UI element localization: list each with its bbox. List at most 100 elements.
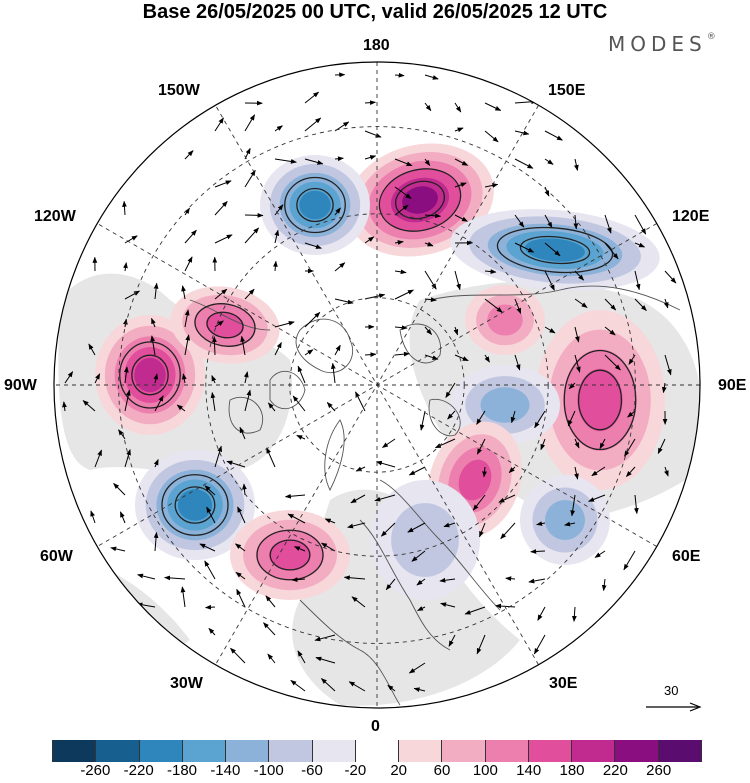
wind-arrow [634, 270, 641, 291]
wind-arrow [570, 494, 576, 517]
colorbar-swatch [658, 740, 702, 762]
wind-arrow [434, 438, 456, 449]
wind-arrow [510, 410, 516, 424]
colorbar-swatch [226, 740, 270, 762]
wind-arrow [574, 270, 585, 281]
wind-arrow [544, 214, 553, 229]
wind-arrow [419, 410, 426, 431]
wind-arrow [476, 410, 486, 425]
colorbar-swatch [399, 740, 443, 762]
meridian [215, 105, 539, 665]
wind-arrow [304, 311, 321, 328]
wind-arrow [484, 130, 499, 143]
wind-arrow [588, 494, 606, 502]
wind-arrow [533, 634, 546, 655]
wind-arrow [574, 298, 588, 308]
wind-arrow [82, 400, 96, 412]
wind-arrow [634, 214, 647, 235]
wind-arrow [181, 285, 186, 300]
colorbar-tick-label: -100 [253, 762, 284, 779]
lon-label-90e: 90E [718, 377, 747, 394]
wind-arrow [454, 127, 464, 133]
contour-positive-canada-north [194, 303, 256, 347]
wind-arrow [454, 270, 461, 291]
wind-arrow [394, 325, 408, 331]
wind-arrow [244, 227, 260, 244]
colorbar-tick-label: -140 [210, 762, 241, 779]
anomaly-positive-barents [458, 459, 492, 501]
wind-arrow [380, 522, 396, 537]
wind-arrow [484, 102, 502, 111]
colorbar-swatch [312, 740, 356, 762]
lon-label-180: 180 [363, 37, 390, 54]
colorbar-swatch [269, 740, 313, 762]
contour-positive-north-pacific [394, 180, 446, 220]
wind-arrow [364, 236, 375, 244]
wind-arrow [110, 546, 126, 552]
wind-arrow [274, 320, 295, 328]
wind-arrow [265, 595, 276, 608]
wind-arrow [633, 494, 639, 515]
wind-arrow [214, 445, 223, 468]
wind-arrow [454, 102, 462, 113]
wind-arrow [355, 466, 366, 472]
brand-logo: MODES® [608, 32, 716, 56]
wind-arrow [236, 588, 246, 608]
wind-arrow [573, 158, 579, 171]
wind-arrow [206, 506, 216, 524]
wind-arrow [514, 130, 530, 136]
wind-arrow [184, 207, 190, 216]
wind-arrow [297, 650, 306, 664]
wind-arrow [424, 297, 437, 303]
wind-arrow [408, 466, 426, 476]
wind-arrow [266, 447, 276, 468]
anomaly-negative-labrador-sea [177, 489, 213, 521]
anomaly-negative-east-siberia [525, 238, 585, 262]
wind-arrow [296, 434, 306, 440]
wind-arrow [153, 282, 159, 300]
wind-arrow [274, 204, 284, 216]
wind-arrow [334, 262, 346, 272]
colorbar-tick-label: -260 [80, 762, 111, 779]
wind-arrow [537, 606, 546, 621]
colorbar-swatch [615, 740, 659, 762]
colorbar-swatch [572, 740, 616, 762]
wind-arrow [454, 158, 469, 166]
wind-arrow [544, 158, 554, 165]
wind-arrow [274, 341, 282, 356]
wind-arrow [199, 543, 216, 552]
wind-arrow [314, 634, 336, 642]
contour-negative-beaufort [296, 187, 334, 223]
contour-positive-north-atlantic [256, 529, 324, 581]
wind-arrow [407, 522, 426, 533]
wind-arrow [351, 596, 366, 608]
wind-arrow [123, 366, 129, 384]
colorbar-swatch [52, 740, 97, 762]
contour-negative-labrador-sea [161, 474, 229, 536]
colorbar-tick-label: 140 [516, 762, 542, 779]
wind-arrow [273, 260, 278, 272]
wind-arrow [424, 241, 434, 247]
reference-vector-label: 30 [664, 683, 679, 698]
wind-arrow [514, 242, 535, 253]
lon-label-120e: 120E [672, 208, 710, 225]
wind-arrow [484, 183, 499, 188]
wind-arrow [536, 521, 546, 526]
colorbar-tick-label: 60 [433, 762, 451, 779]
wind-arrow [237, 506, 246, 524]
wind-arrow [544, 242, 561, 257]
wind-arrow [382, 438, 396, 448]
wind-arrow [530, 549, 546, 554]
wind-arrow [210, 392, 216, 412]
wind-arrow [424, 74, 439, 80]
anomaly-positive-central-asia [577, 368, 623, 432]
wind-arrow [291, 577, 306, 583]
wind-arrow [574, 466, 579, 480]
wind-arrow [514, 214, 525, 228]
wind-arrow [334, 344, 341, 356]
wind-arrow [287, 513, 306, 524]
wind-arrow [574, 354, 581, 373]
wind-arrow [568, 382, 576, 390]
wind-arrow [184, 150, 194, 160]
wind-arrow [334, 207, 341, 216]
